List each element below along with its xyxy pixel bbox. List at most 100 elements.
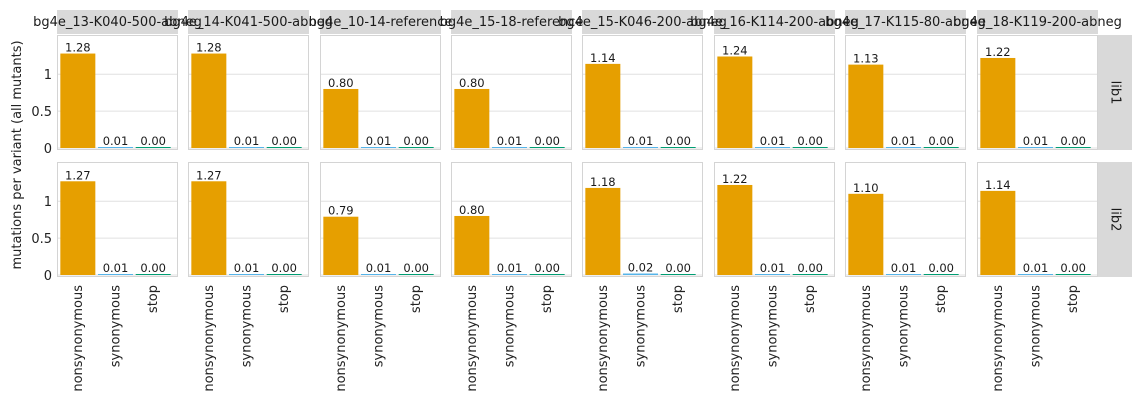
x-tick-label: nonsynonymous — [465, 285, 480, 392]
bar-nonsynonymous — [454, 88, 490, 148]
bar-nonsynonymous — [848, 64, 884, 148]
data-label: 0.00 — [1060, 134, 1086, 148]
data-label: 1.14 — [985, 178, 1011, 192]
data-label: 0.01 — [891, 261, 917, 275]
y-tick-label: 0 — [44, 269, 52, 284]
bar-nonsynonymous — [323, 216, 359, 275]
data-label: 1.27 — [196, 168, 222, 182]
bar-stop — [1055, 147, 1091, 148]
facet-strip-column — [451, 10, 572, 34]
x-tick-label: nonsynonymous — [596, 285, 611, 392]
bar-synonymous — [755, 274, 791, 275]
data-label: 0.00 — [534, 134, 560, 148]
data-label: 1.22 — [722, 172, 748, 186]
data-label: 0.01 — [891, 134, 917, 148]
x-tick-label: synonymous — [109, 285, 124, 367]
bar-synonymous — [229, 147, 265, 148]
bar-stop — [923, 147, 959, 148]
x-tick-label: synonymous — [897, 285, 912, 367]
data-label: 0.01 — [103, 134, 129, 148]
facet-title-column: bg4e_15-18-reference — [440, 15, 584, 30]
x-tick-label: stop — [540, 285, 555, 313]
bar-synonymous — [98, 274, 134, 275]
data-label: 1.13 — [853, 52, 879, 66]
bar-stop — [660, 274, 696, 275]
x-tick-label: stop — [803, 285, 818, 313]
data-label: 0.01 — [366, 134, 392, 148]
data-label: 0.00 — [797, 261, 823, 275]
data-label: 0.00 — [665, 134, 691, 148]
facet-strip-column — [845, 10, 966, 34]
bar-stop — [792, 274, 828, 275]
x-tick-label: stop — [671, 285, 686, 313]
bar-stop — [1055, 274, 1091, 275]
bar-stop — [266, 147, 302, 148]
bar-synonymous — [361, 274, 397, 275]
x-tick-label: stop — [277, 285, 292, 313]
data-label: 0.00 — [665, 261, 691, 275]
facet-title-column: bg4e_17-K115-80-abneg — [825, 15, 985, 30]
bar-stop — [398, 147, 434, 148]
data-label: 1.24 — [722, 43, 748, 57]
data-label: 0.01 — [234, 261, 260, 275]
data-label: 0.80 — [459, 203, 485, 217]
data-label: 0.79 — [328, 204, 354, 218]
x-tick-label: synonymous — [766, 285, 781, 367]
bar-stop — [135, 274, 171, 275]
facet-strip-column — [714, 10, 835, 34]
x-tick-label: stop — [409, 285, 424, 313]
facet-title-column: bg4e_10-14-reference — [309, 15, 453, 30]
bar-nonsynonymous — [323, 88, 359, 148]
y-axis-label: mutations per variant (all mutants) — [10, 40, 25, 269]
bar-nonsynonymous — [60, 53, 96, 148]
facet-strip-row — [1098, 35, 1132, 150]
data-label: 0.01 — [1023, 134, 1049, 148]
bar-synonymous — [886, 147, 922, 148]
data-label: 1.28 — [65, 41, 91, 55]
bar-stop — [135, 147, 171, 148]
bar-synonymous — [229, 274, 265, 275]
data-label: 0.00 — [271, 261, 297, 275]
x-tick-label: nonsynonymous — [859, 285, 874, 392]
data-label: 1.22 — [985, 45, 1011, 59]
facet-title-column: bg4e_13-K040-500-abneg — [33, 15, 202, 30]
bar-stop — [792, 147, 828, 148]
x-tick-label: synonymous — [634, 285, 649, 367]
data-label: 0.01 — [366, 261, 392, 275]
facet-title-column: bg4e_16-K114-200-abneg — [690, 15, 859, 30]
bar-stop — [660, 147, 696, 148]
bar-nonsynonymous — [980, 57, 1016, 148]
data-label: 1.18 — [590, 175, 616, 189]
bar-nonsynonymous — [191, 181, 227, 275]
data-label: 0.01 — [760, 261, 786, 275]
data-label: 0.01 — [234, 134, 260, 148]
data-label: 0.00 — [271, 134, 297, 148]
facet-title-row: lib2 — [1108, 208, 1123, 232]
data-label: 1.10 — [853, 181, 879, 195]
data-label: 0.00 — [797, 134, 823, 148]
data-label: 0.00 — [140, 134, 166, 148]
x-tick-label: stop — [146, 285, 161, 313]
data-label: 0.01 — [103, 261, 129, 275]
bar-stop — [923, 274, 959, 275]
bar-synonymous — [886, 274, 922, 275]
data-label: 0.01 — [497, 261, 523, 275]
facet-strip-column — [977, 10, 1098, 34]
bar-synonymous — [1018, 274, 1054, 275]
data-label: 0.02 — [628, 261, 654, 275]
data-label: 0.00 — [928, 261, 954, 275]
bar-synonymous — [755, 147, 791, 148]
bar-synonymous — [98, 147, 134, 148]
bar-stop — [398, 274, 434, 275]
x-tick-label: synonymous — [372, 285, 387, 367]
data-label: 0.00 — [928, 134, 954, 148]
data-label: 0.00 — [1060, 261, 1086, 275]
data-label: 0.00 — [534, 261, 560, 275]
y-tick-label: 0.5 — [31, 232, 52, 247]
bar-nonsynonymous — [717, 56, 753, 148]
facet-strip-column — [582, 10, 703, 34]
bar-synonymous — [1018, 147, 1054, 148]
bar-synonymous — [492, 274, 528, 275]
x-tick-label: nonsynonymous — [991, 285, 1006, 392]
